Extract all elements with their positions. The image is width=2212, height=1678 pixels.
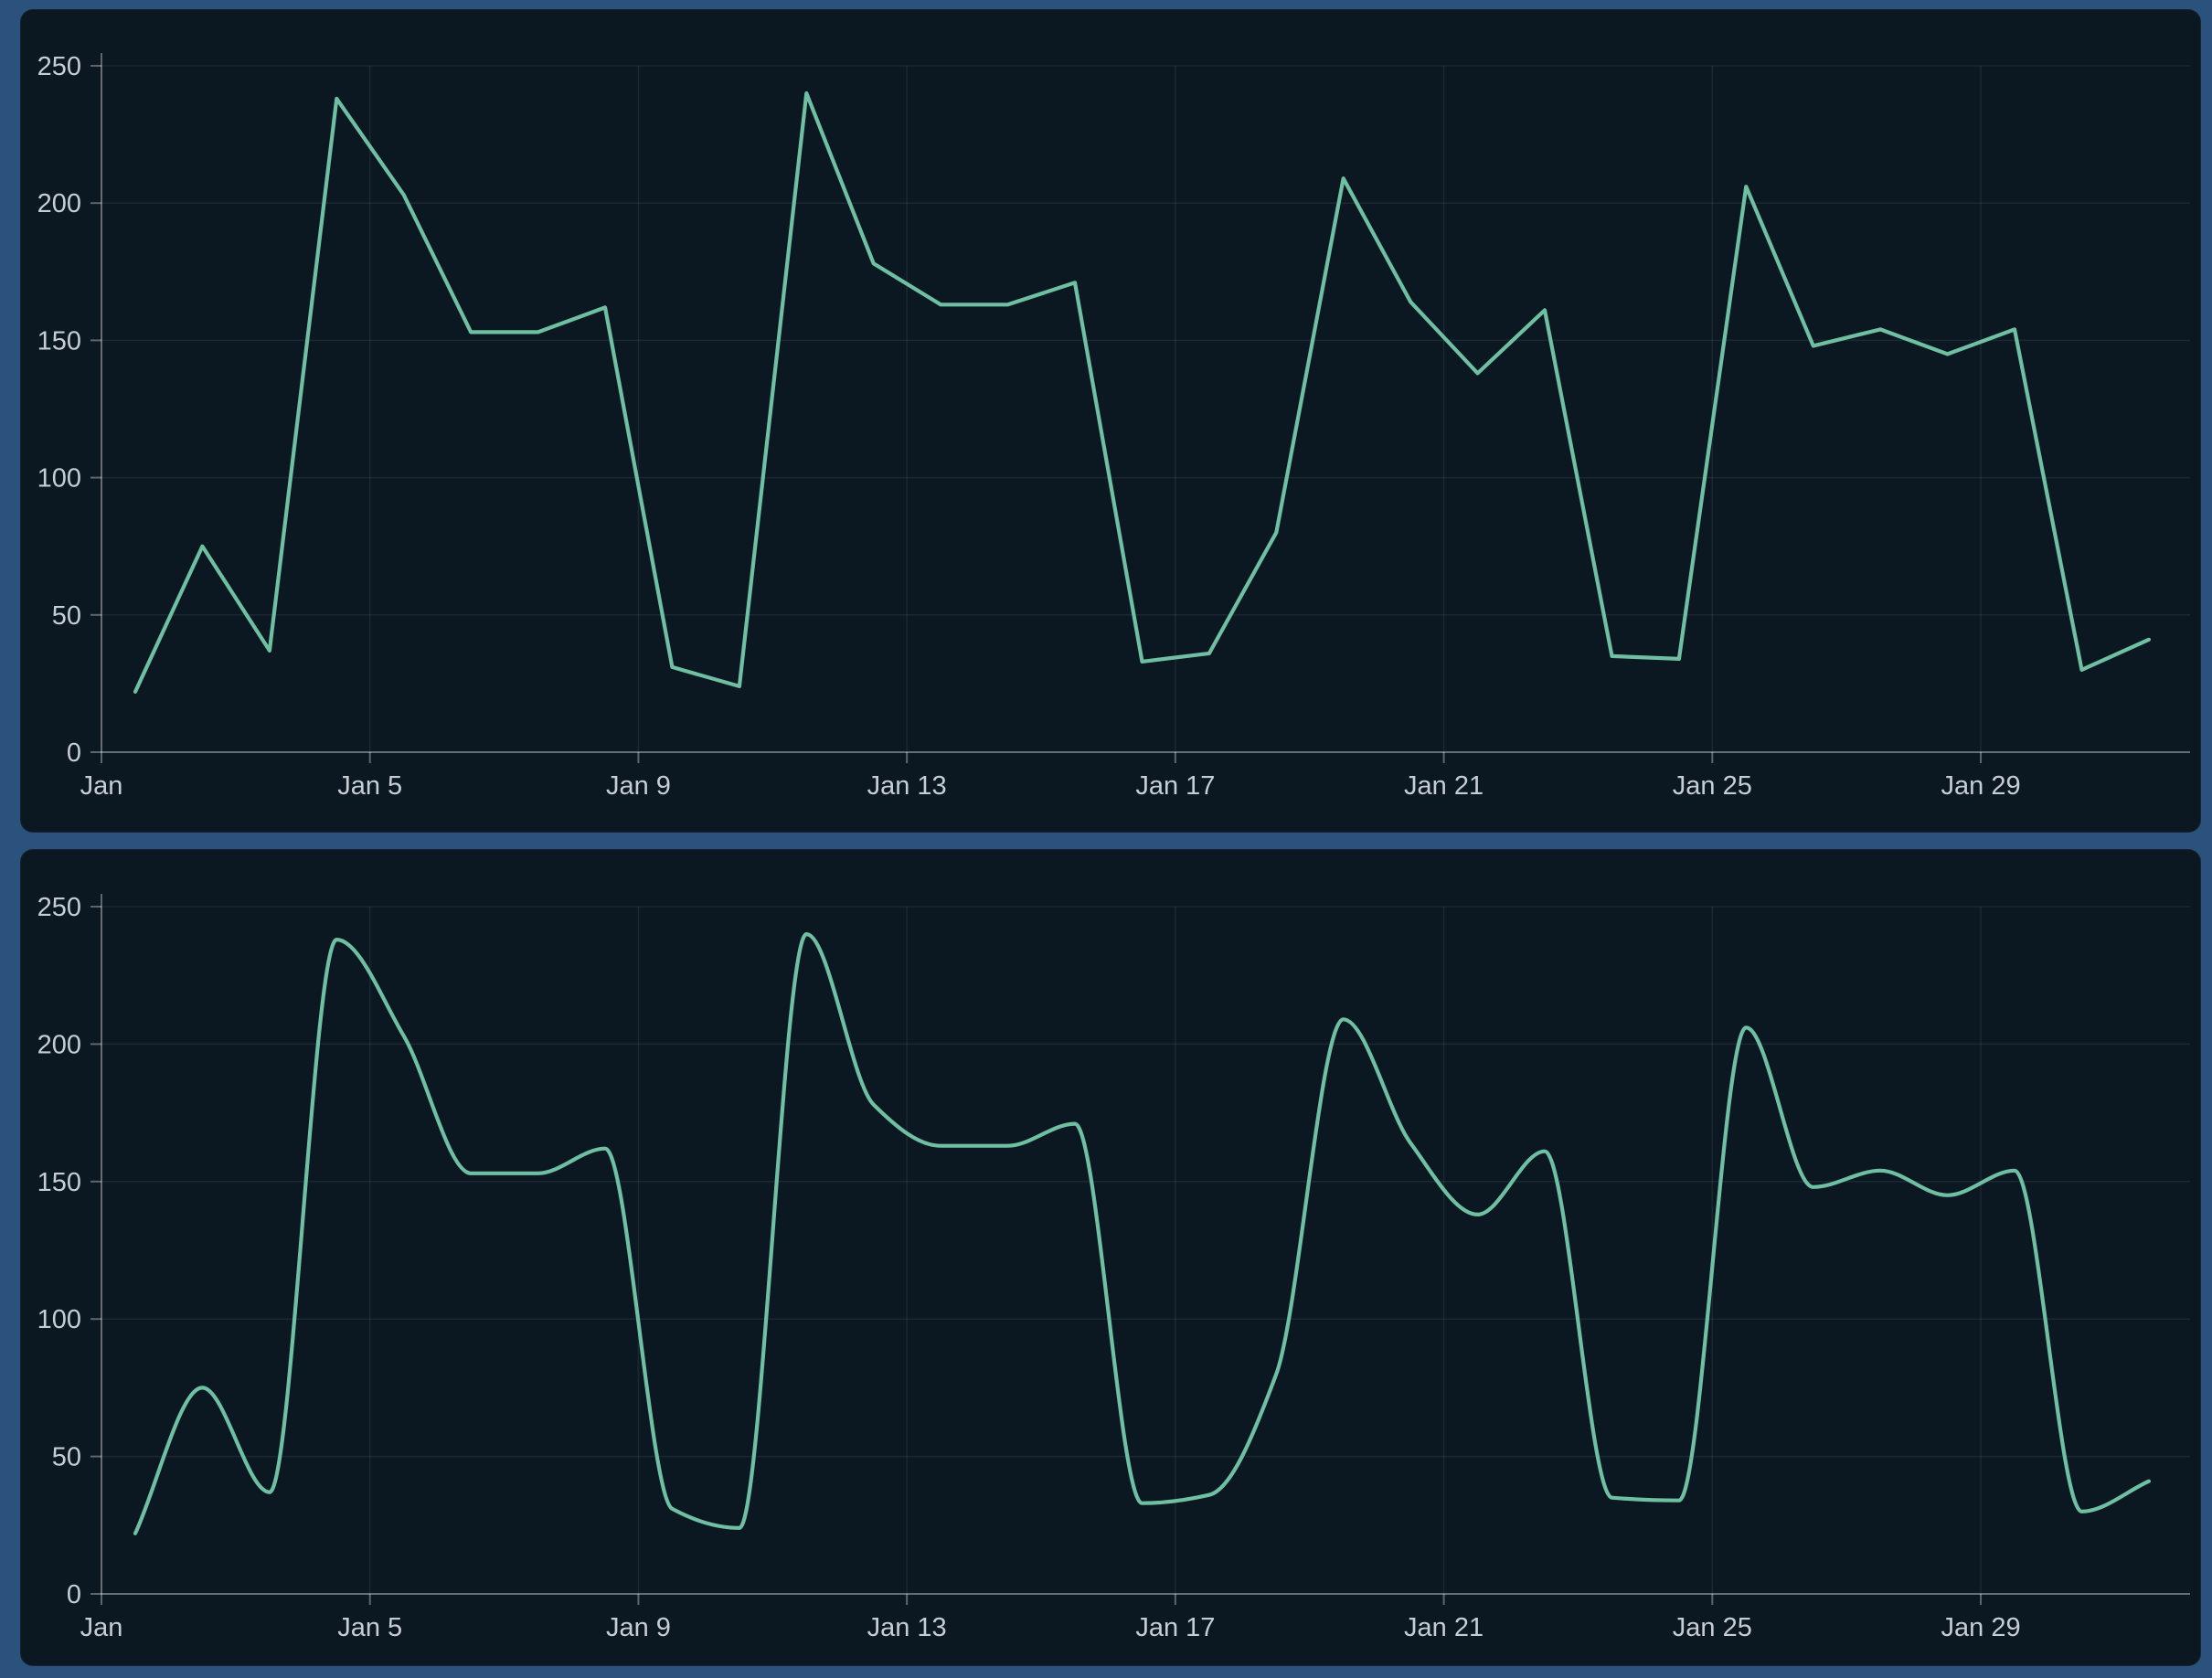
x-tick-label: Jan 17 [1135,1613,1215,1642]
x-tick-label: Jan 9 [606,1613,671,1642]
y-tick-label: 200 [37,1030,81,1059]
axes: 0 50 100 150 200 250 Jan Jan 5 Jan 9 Jan 13 Jan 17… [37,893,2190,1642]
y-tick-label: 250 [37,52,81,81]
axes: 0 50 100 150 200 250 Jan Jan 5 Jan 9 Jan 13 Jan 17… [37,52,2190,801]
x-tick-label: Jan 5 [337,771,402,801]
x-tick-label: Jan [80,771,123,801]
y-tick-label: 50 [52,601,81,631]
x-tick-label: Jan 17 [1135,771,1215,801]
x-tick-label: Jan 25 [1673,771,1752,801]
y-tick-label: 0 [67,738,81,768]
series-line-linear [133,90,2151,694]
x-tick-label: Jan 25 [1673,1613,1752,1642]
line-chart-linear: 0 50 100 150 200 250 Jan Jan 5 Jan 9 Jan 13 Jan 17… [37,52,2190,801]
x-tick-label: Jan 21 [1404,1613,1484,1642]
x-tick-label: Jan 21 [1404,771,1484,801]
x-tick-label: Jan 5 [337,1613,402,1642]
x-tick-label: Jan 13 [867,771,947,801]
y-tick-label: 100 [37,1305,81,1334]
y-tick-label: 250 [37,893,81,922]
y-tick-label: 100 [37,464,81,494]
x-tick-label: Jan 29 [1941,771,2021,801]
y-tick-label: 200 [37,189,81,218]
y-tick-label: 150 [37,326,81,356]
x-tick-label: Jan 13 [867,1613,947,1642]
gridlines [101,906,2190,1595]
x-tick-label: Jan 29 [1941,1613,2021,1642]
line-chart-smooth: 0 50 100 150 200 250 Jan Jan 5 Jan 9 Jan 13 Jan 17… [37,893,2190,1642]
chart-panel-top: 0 50 100 150 200 250 Jan Jan 5 Jan 9 Jan 13 Jan 17… [20,9,2201,833]
y-tick-label: 0 [67,1580,81,1609]
x-tick-label: Jan 9 [606,771,671,801]
y-tick-label: 50 [52,1443,81,1472]
series-line-smooth [133,932,2151,1535]
x-tick-label: Jan [80,1613,123,1642]
gridlines [101,65,2190,753]
y-tick-label: 150 [37,1168,81,1197]
chart-panel-bottom: 0 50 100 150 200 250 Jan Jan 5 Jan 9 Jan 13 Jan 17… [20,849,2201,1666]
